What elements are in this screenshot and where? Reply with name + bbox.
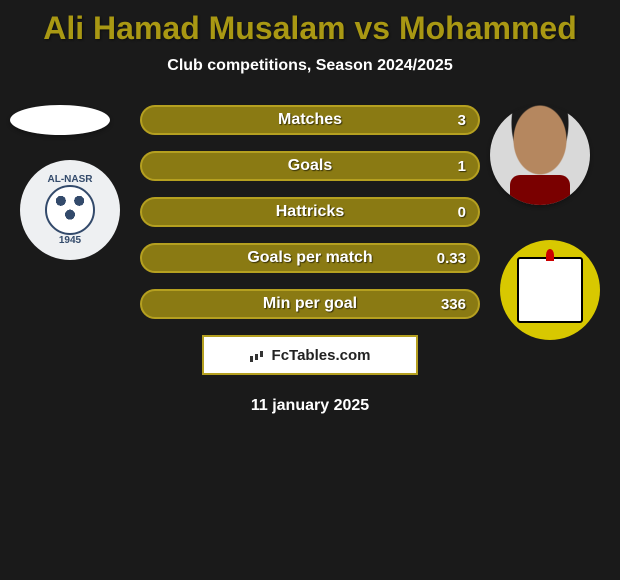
- player-left-avatar: [10, 105, 110, 135]
- stat-label: Min per goal: [263, 295, 357, 313]
- club-right-emblem: [517, 257, 583, 323]
- club-left-badge: AL-NASR 1945: [20, 160, 120, 260]
- stat-value: 0: [458, 204, 466, 221]
- stat-label: Matches: [278, 111, 342, 129]
- watermark[interactable]: FcTables.com: [202, 335, 418, 375]
- stat-label: Goals per match: [247, 249, 372, 267]
- stat-value: 1: [458, 158, 466, 175]
- club-left-year: 1945: [59, 235, 81, 246]
- stat-row: Goals 1: [140, 151, 480, 181]
- comparison-date: 11 january 2025: [0, 397, 620, 415]
- stat-value: 3: [458, 112, 466, 129]
- club-right-badge: [500, 240, 600, 340]
- stat-value: 0.33: [437, 250, 466, 267]
- stat-value: 336: [441, 296, 466, 313]
- club-left-name: AL-NASR: [48, 174, 93, 185]
- stat-label: Goals: [288, 157, 332, 175]
- stat-row: Hattricks 0: [140, 197, 480, 227]
- stat-row: Goals per match 0.33: [140, 243, 480, 273]
- comparison-title: Ali Hamad Musalam vs Mohammed: [0, 0, 620, 47]
- bars-icon: [250, 348, 268, 362]
- football-icon: [45, 185, 95, 235]
- comparison-subtitle: Club competitions, Season 2024/2025: [0, 57, 620, 75]
- watermark-text: FcTables.com: [272, 347, 371, 364]
- stat-label: Hattricks: [276, 203, 344, 221]
- player-right-avatar: [490, 105, 590, 205]
- stat-row: Matches 3: [140, 105, 480, 135]
- stats-container: Matches 3 Goals 1 Hattricks 0 Goals per …: [140, 105, 480, 319]
- stat-row: Min per goal 336: [140, 289, 480, 319]
- comparison-content: AL-NASR 1945 Matches 3 Goals 1 Hattricks…: [0, 105, 620, 415]
